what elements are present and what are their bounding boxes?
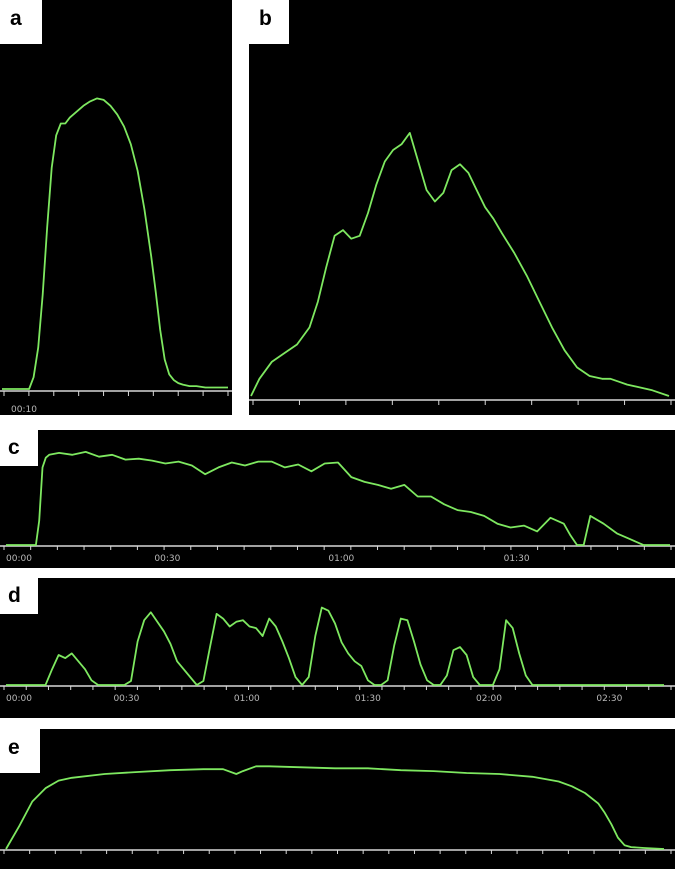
chart-c: 00:00 00:30 01:00 01:30 <box>0 451 675 564</box>
x-tick-label: 00:00 <box>6 694 32 704</box>
panel-d: d 00:00 00:30 01:00 01:30 02:00 02:30 <box>0 578 675 718</box>
panel-c: c 00:00 00:30 01:00 01:30 <box>0 430 675 568</box>
signal-trace-e <box>5 765 665 850</box>
panel-label-a: a <box>0 0 42 44</box>
signal-trace-d <box>6 606 664 686</box>
panel-label-c: c <box>0 430 38 466</box>
x-tick-label: 02:00 <box>476 694 502 704</box>
x-tick-label: 00:00 <box>6 554 32 564</box>
panel-a: a 00:10 <box>0 0 232 415</box>
panel-label-b: b <box>249 0 289 44</box>
panel-label-d: d <box>0 578 38 614</box>
signal-trace-b <box>250 132 670 397</box>
chart-e <box>0 765 675 854</box>
x-tick-label: 00:30 <box>113 694 139 704</box>
chart-b <box>249 132 675 405</box>
x-tick-label: 01:00 <box>328 554 354 564</box>
x-tick-label: 02:30 <box>596 694 622 704</box>
x-tick-label: 00:30 <box>154 554 180 564</box>
signal-trace-c <box>6 451 670 546</box>
x-tick-label: 01:30 <box>504 554 530 564</box>
chart-a: 00:10 <box>0 97 232 415</box>
panel-e: e <box>0 729 675 869</box>
signal-trace-a <box>2 97 228 390</box>
panel-b: b <box>249 0 675 415</box>
panel-label-e: e <box>0 729 40 773</box>
x-tick-label: 01:00 <box>234 694 260 704</box>
x-tick-label: 01:30 <box>355 694 381 704</box>
x-tick-label: 00:10 <box>11 405 37 415</box>
chart-d: 00:00 00:30 01:00 01:30 02:00 02:30 <box>0 606 675 704</box>
